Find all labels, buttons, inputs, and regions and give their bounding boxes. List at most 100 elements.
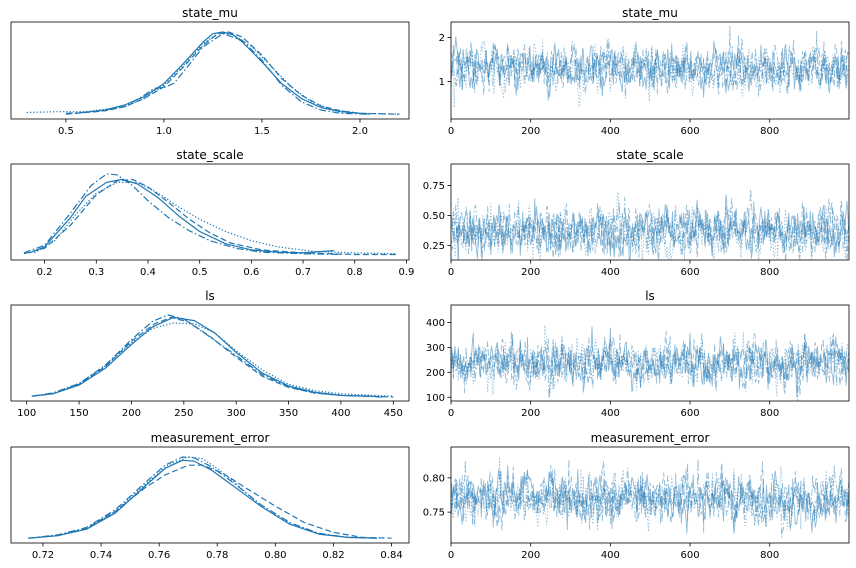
panel-trace-measurement-error: measurement_error 0.75 0.80 0 200 400 600 800 xyxy=(423,431,850,561)
y-tick: 0.80 xyxy=(423,473,451,484)
trace-line-chain-1 xyxy=(451,198,849,260)
x-tick-label: 200 xyxy=(521,408,540,419)
x-tick: 0 xyxy=(448,119,454,137)
kde-line-chain-3 xyxy=(33,181,397,255)
kde-line-chain-1 xyxy=(23,178,397,256)
x-tick-label: 300 xyxy=(227,408,246,419)
x-tick-label: 0 xyxy=(448,126,454,137)
x-tick-label: 0.8 xyxy=(347,267,363,278)
kde-line-chain-2 xyxy=(31,314,383,398)
x-tick: 200 xyxy=(521,260,540,278)
x-tick-label: 0.78 xyxy=(206,550,228,561)
x-tick: 2.0 xyxy=(352,119,368,137)
trace-line-chain-3 xyxy=(451,324,849,398)
panel-title: state_scale xyxy=(616,148,683,162)
x-tick-label: 0 xyxy=(448,267,454,278)
x-tick: 0 xyxy=(448,401,454,419)
x-tick-label: 0.4 xyxy=(140,267,156,278)
x-tick-label: 0 xyxy=(448,550,454,561)
y-tick-label: 0.75 xyxy=(423,508,445,519)
x-tick: 800 xyxy=(760,543,779,561)
y-tick-label: 200 xyxy=(426,368,445,379)
x-tick-label: 200 xyxy=(122,408,141,419)
y-tick-label: 300 xyxy=(426,343,445,354)
x-tick: 0.72 xyxy=(32,543,54,561)
trace-line-chain-0 xyxy=(451,194,849,260)
y-tick: 0.25 xyxy=(423,241,451,252)
x-tick: 0.5 xyxy=(58,119,74,137)
y-tick-label: 100 xyxy=(426,393,445,404)
panel-title: ls xyxy=(645,289,655,303)
x-tick-label: 1.5 xyxy=(254,126,270,137)
x-tick: 200 xyxy=(521,543,540,561)
x-tick: 400 xyxy=(601,401,620,419)
x-tick-label: 600 xyxy=(680,408,699,419)
kde-line-chain-3 xyxy=(26,32,400,115)
axes-frame xyxy=(10,21,410,120)
x-tick: 0.80 xyxy=(264,543,286,561)
x-tick: 200 xyxy=(521,119,540,137)
axes-frame xyxy=(10,304,410,402)
x-tick: 0.6 xyxy=(243,260,259,278)
x-tick: 150 xyxy=(70,401,89,419)
plot-area xyxy=(451,25,849,108)
x-tick-label: 600 xyxy=(680,126,699,137)
x-tick-label: 400 xyxy=(601,267,620,278)
kde-line-chain-0 xyxy=(31,316,373,397)
y-tick: 400 xyxy=(426,318,451,329)
x-tick: 1.5 xyxy=(254,119,270,137)
x-tick-label: 0.76 xyxy=(148,550,170,561)
x-tick-label: 0.9 xyxy=(398,267,414,278)
x-tick: 0.78 xyxy=(206,543,228,561)
y-tick-label: 2 xyxy=(439,33,445,44)
trace-line-chain-2 xyxy=(451,37,849,100)
kde-line-chain-1 xyxy=(28,464,392,539)
x-tick: 400 xyxy=(601,260,620,278)
plot-area xyxy=(28,456,392,539)
panel-density-ls: ls 100 150 200 250 300 350 400 450 xyxy=(10,289,410,419)
panel-title: measurement_error xyxy=(151,431,270,445)
x-tick: 250 xyxy=(174,401,193,419)
x-tick: 1.0 xyxy=(156,119,172,137)
x-tick-label: 150 xyxy=(70,408,89,419)
x-tick-label: 0.84 xyxy=(380,550,402,561)
x-tick-label: 800 xyxy=(760,550,779,561)
trace-line-chain-2 xyxy=(451,458,849,538)
x-tick-label: 600 xyxy=(680,550,699,561)
x-tick-label: 0.72 xyxy=(32,550,54,561)
y-tick-label: 400 xyxy=(426,318,445,329)
x-tick: 400 xyxy=(601,119,620,137)
panel-trace-state-mu: state_mu 1 2 0 200 400 600 800 xyxy=(439,6,850,137)
x-tick-label: 0 xyxy=(448,408,454,419)
x-tick-label: 200 xyxy=(521,126,540,137)
plot-area xyxy=(23,173,397,256)
y-tick-label: 0.75 xyxy=(423,181,445,192)
x-tick: 0.4 xyxy=(140,260,156,278)
axes-frame xyxy=(450,21,850,120)
x-tick-label: 0.82 xyxy=(322,550,344,561)
trace-line-chain-0 xyxy=(451,465,849,534)
y-tick-label: 0.80 xyxy=(423,473,445,484)
y-tick: 0.75 xyxy=(423,181,451,192)
panel-title: ls xyxy=(205,289,215,303)
x-tick-label: 2.0 xyxy=(352,126,368,137)
x-tick: 0.84 xyxy=(380,543,403,561)
x-tick-label: 0.3 xyxy=(88,267,104,278)
x-tick-label: 1.0 xyxy=(156,126,172,137)
y-tick: 100 xyxy=(426,393,451,404)
x-tick: 0.9 xyxy=(398,260,414,278)
x-tick-label: 400 xyxy=(601,408,620,419)
x-tick-label: 0.5 xyxy=(58,126,74,137)
x-tick: 800 xyxy=(760,260,779,278)
y-tick-label: 1 xyxy=(439,77,445,88)
x-tick: 350 xyxy=(279,401,298,419)
x-tick-label: 800 xyxy=(760,408,779,419)
x-tick: 800 xyxy=(760,119,779,137)
x-tick-label: 0.2 xyxy=(37,267,53,278)
panel-density-state-mu: state_mu 0.5 1.0 1.5 2.0 xyxy=(10,6,410,137)
kde-line-chain-2 xyxy=(23,173,345,256)
x-tick: 600 xyxy=(680,543,700,561)
x-tick-label: 0.5 xyxy=(192,267,208,278)
x-tick-label: 200 xyxy=(521,550,540,561)
